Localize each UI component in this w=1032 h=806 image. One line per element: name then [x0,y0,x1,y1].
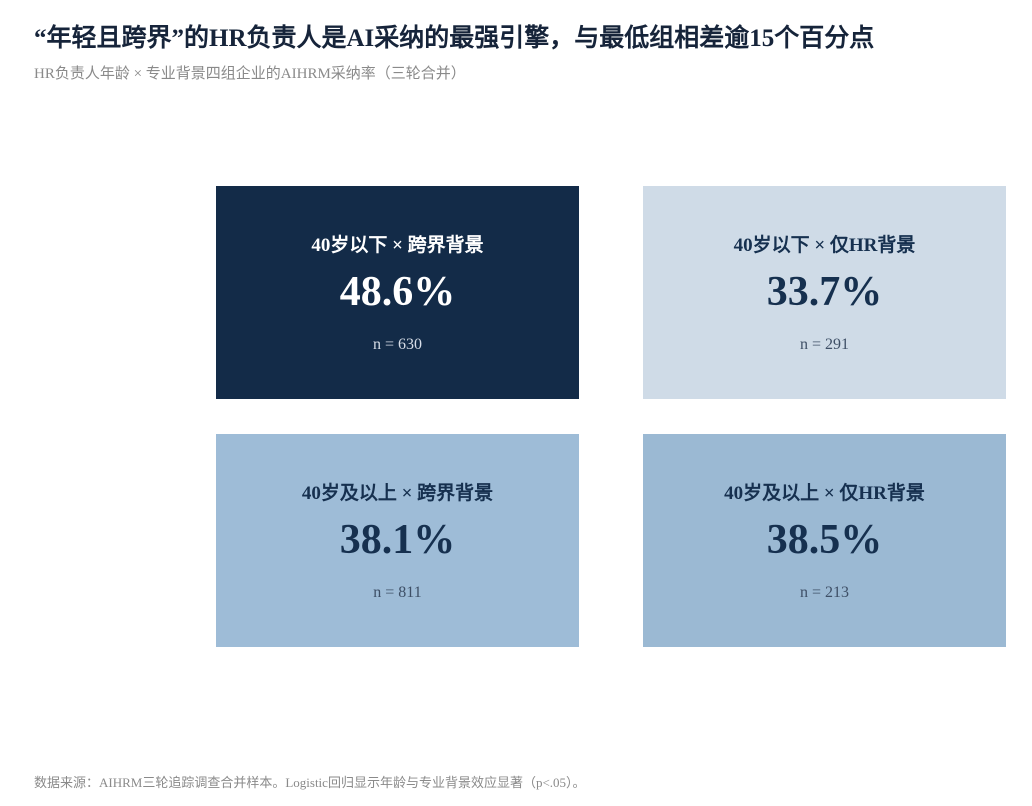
card-value: 38.5% [766,517,883,563]
card-sample-size: n = 291 [799,336,850,353]
card-label: 40岁及以上 × 仅HR背景 [724,483,925,504]
subtitle: HR负责人年龄 × 专业背景四组企业的AIHRM采纳率（三轮合并） [34,66,466,82]
card-value: 48.6% [339,269,456,315]
card-value: 38.1% [339,517,456,563]
title: “年轻且跨界”的HR负责人是AI采纳的最强引擎，与最低组相差逾15个百分点 [34,25,875,52]
card-sample-size: n = 811 [373,584,422,601]
card-sample-size: n = 630 [372,336,423,353]
card: 40岁及以上 × 仅HR背景 38.5% n = 213 [643,434,1006,647]
card-sample-size: n = 213 [799,584,850,601]
card: 40岁及以上 × 跨界背景 38.1% n = 811 [216,434,579,647]
footer: 数据来源：AIHRM三轮追踪调查合并样本。Logistic回归显示年龄与专业背景… [34,775,586,790]
card-label: 40岁以下 × 仅HR背景 [733,235,916,256]
card: 40岁以下 × 仅HR背景 33.7% n = 291 [643,186,1006,399]
card-label: 40岁及以上 × 跨界背景 [301,483,494,504]
card-value: 33.7% [766,269,883,315]
card-label: 40岁以下 × 跨界背景 [311,235,484,256]
card: 40岁以下 × 跨界背景 48.6% n = 630 [216,186,579,399]
